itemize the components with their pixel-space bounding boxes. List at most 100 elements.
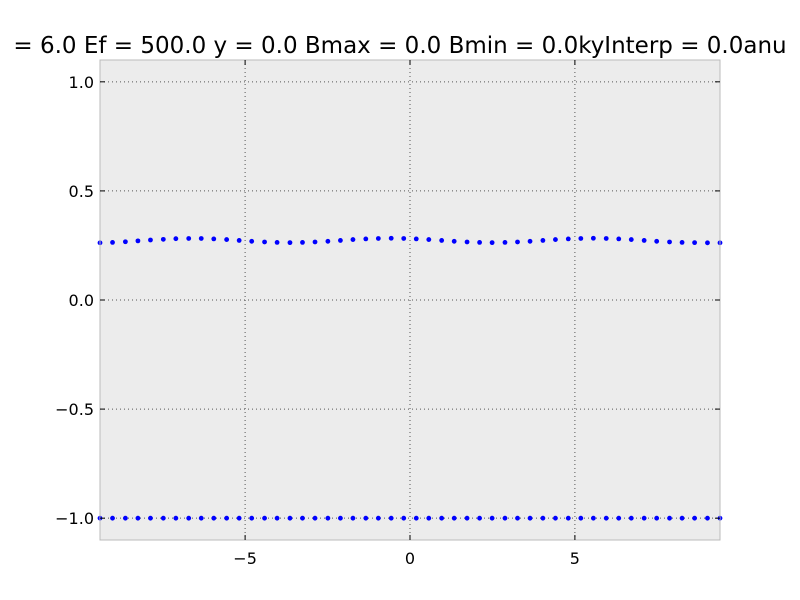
data-point bbox=[122, 515, 128, 521]
data-point bbox=[578, 515, 584, 521]
data-point bbox=[135, 515, 141, 521]
data-point bbox=[477, 240, 482, 245]
data-point bbox=[401, 515, 407, 521]
data-point bbox=[616, 515, 622, 521]
data-point bbox=[603, 515, 609, 521]
data-point bbox=[641, 515, 647, 521]
data-point bbox=[413, 236, 419, 242]
data-point bbox=[350, 237, 356, 242]
data-point bbox=[502, 515, 508, 521]
data-point bbox=[211, 236, 217, 242]
data-point bbox=[413, 515, 419, 521]
data-point bbox=[654, 515, 660, 521]
data-point bbox=[173, 515, 179, 521]
data-point bbox=[198, 236, 204, 241]
data-point bbox=[110, 240, 115, 245]
data-point bbox=[236, 238, 242, 243]
data-point bbox=[439, 515, 445, 521]
data-point bbox=[249, 238, 255, 244]
data-point bbox=[375, 515, 381, 521]
y-tick-label: 0.5 bbox=[69, 182, 94, 201]
data-point bbox=[236, 515, 242, 521]
data-point bbox=[527, 238, 533, 244]
data-point bbox=[553, 515, 558, 521]
data-point bbox=[325, 515, 331, 521]
data-point bbox=[300, 240, 305, 245]
data-point bbox=[464, 515, 470, 521]
data-point bbox=[565, 236, 571, 242]
data-point bbox=[502, 240, 508, 245]
data-point bbox=[186, 515, 192, 521]
data-point bbox=[578, 236, 584, 241]
data-point bbox=[312, 239, 318, 245]
data-point bbox=[426, 237, 432, 242]
data-point bbox=[262, 239, 267, 245]
data-point bbox=[287, 515, 293, 521]
data-point bbox=[350, 515, 356, 521]
data-point bbox=[565, 515, 571, 521]
data-point bbox=[641, 238, 647, 243]
data-point bbox=[464, 239, 470, 245]
y-tick-label: 1.0 bbox=[69, 73, 94, 92]
data-point bbox=[300, 515, 305, 521]
data-point bbox=[363, 515, 369, 521]
data-point bbox=[540, 238, 546, 243]
data-point bbox=[249, 515, 255, 521]
data-point bbox=[692, 515, 698, 521]
data-point bbox=[211, 515, 217, 521]
data-point bbox=[148, 515, 153, 521]
data-point bbox=[262, 515, 267, 521]
data-point bbox=[224, 515, 230, 521]
data-point bbox=[135, 238, 141, 244]
data-point bbox=[603, 236, 609, 241]
data-point bbox=[679, 240, 685, 245]
data-point bbox=[186, 236, 192, 241]
data-point bbox=[692, 240, 698, 246]
data-point bbox=[590, 515, 596, 521]
x-tick-label: 5 bbox=[570, 549, 580, 568]
data-point bbox=[388, 515, 394, 521]
data-point bbox=[312, 515, 318, 521]
x-tick-label: 0 bbox=[405, 549, 415, 568]
data-point bbox=[590, 235, 596, 241]
data-point bbox=[489, 240, 495, 246]
data-points bbox=[97, 235, 723, 521]
data-point bbox=[679, 515, 685, 521]
data-point bbox=[160, 236, 166, 242]
data-point bbox=[287, 240, 293, 246]
data-point bbox=[110, 515, 115, 521]
data-point bbox=[489, 515, 495, 521]
data-point bbox=[654, 238, 660, 244]
data-point bbox=[553, 237, 558, 242]
x-tick-label: −5 bbox=[233, 549, 257, 568]
data-point bbox=[667, 239, 672, 245]
data-point bbox=[540, 515, 546, 521]
data-point bbox=[148, 237, 153, 243]
data-point bbox=[198, 515, 204, 521]
y-tick-label: 0.0 bbox=[69, 291, 94, 310]
data-point bbox=[401, 236, 407, 241]
data-point bbox=[173, 236, 179, 242]
data-point bbox=[477, 515, 482, 521]
data-point bbox=[426, 515, 432, 521]
data-point bbox=[628, 237, 634, 242]
data-point bbox=[515, 515, 520, 521]
data-point bbox=[363, 236, 369, 242]
y-tick-label: −1.0 bbox=[55, 509, 94, 528]
data-point bbox=[628, 515, 634, 521]
data-point bbox=[705, 240, 710, 246]
data-point bbox=[527, 515, 533, 521]
y-tick-label: −0.5 bbox=[55, 400, 94, 419]
data-point bbox=[224, 237, 230, 242]
data-point bbox=[451, 238, 457, 244]
data-point bbox=[705, 515, 710, 521]
data-point bbox=[667, 515, 672, 521]
axis-ticks: −5 0 5 −1.0 −0.5 0.0 0.5 1.0 bbox=[55, 60, 720, 568]
data-point bbox=[616, 236, 622, 242]
data-point bbox=[439, 238, 445, 243]
data-point bbox=[338, 515, 343, 521]
data-point bbox=[274, 515, 280, 521]
data-point bbox=[325, 238, 331, 244]
data-point bbox=[451, 515, 457, 521]
